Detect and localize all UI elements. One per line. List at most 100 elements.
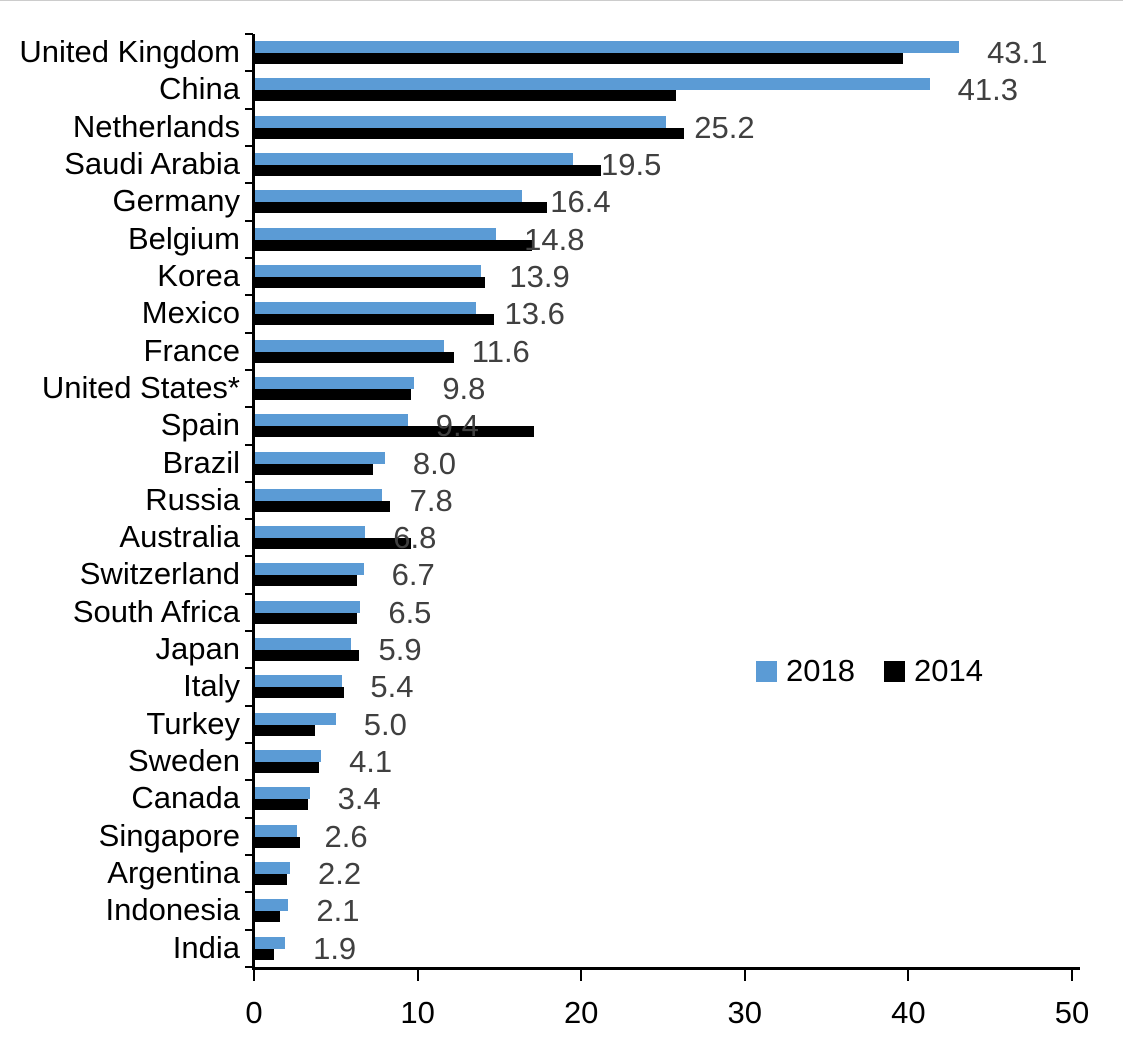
y-axis-tick: [245, 928, 253, 931]
bar-2014-canada: [254, 799, 308, 811]
bar-2014-italy: [254, 687, 344, 699]
bar-2014-switzerland: [254, 575, 358, 587]
bar-2018-italy: [254, 675, 343, 688]
data-label: 5.9: [378, 632, 422, 668]
data-label: 1.9: [313, 930, 357, 966]
bar-2018-japan: [254, 638, 351, 651]
data-label: 16.4: [550, 184, 611, 220]
bar-2014-spain: [254, 426, 534, 438]
y-axis-tick: [245, 704, 253, 707]
bar-2014-korea: [254, 276, 485, 288]
data-label: 2.1: [316, 893, 360, 929]
bar-2014-indonesia: [254, 911, 281, 923]
data-label: 2.6: [324, 818, 368, 854]
bar-2014-netherlands: [254, 127, 685, 139]
category-label: China: [159, 71, 240, 107]
category-label: Argentina: [107, 855, 240, 891]
legend-label-2014: 2014: [913, 653, 983, 688]
bar-2014-south-africa: [254, 612, 358, 624]
x-axis-tick-label: 20: [563, 995, 599, 1030]
category-label: Saudi Arabia: [64, 145, 240, 181]
bar-2014-argentina: [254, 874, 287, 886]
bar-2014-russia: [254, 500, 390, 512]
bar-2014-united-kingdom: [254, 53, 904, 64]
y-axis-tick: [245, 256, 253, 259]
category-label: Sweden: [127, 743, 240, 779]
x-axis-tick-label: 0: [245, 995, 263, 1030]
y-axis-tick: [245, 518, 253, 521]
y-axis-tick: [245, 816, 253, 819]
bar-2018-united-kingdom: [254, 41, 960, 53]
y-axis-tick: [245, 406, 253, 409]
bar-2018-russia: [254, 488, 382, 501]
x-axis-tick: [416, 967, 419, 981]
y-axis-tick: [245, 779, 253, 782]
category-label: Australia: [119, 519, 240, 555]
data-label: 5.4: [370, 669, 414, 705]
category-label: Netherlands: [72, 108, 240, 144]
y-axis-tick: [245, 742, 253, 745]
data-label: 19.5: [601, 146, 662, 182]
bar-2014-france: [254, 351, 454, 363]
data-label: 6.7: [391, 557, 435, 593]
bar-2014-brazil: [254, 463, 374, 475]
data-label: 9.4: [435, 408, 479, 444]
data-label: 5.0: [363, 706, 407, 742]
data-label: 8.0: [412, 445, 456, 481]
bar-2018-mexico: [254, 302, 477, 315]
bar-2018-netherlands: [254, 115, 667, 128]
x-axis-tick: [907, 967, 910, 981]
category-label: France: [143, 332, 240, 368]
x-axis-tick-label: 50: [1054, 995, 1090, 1030]
bar-2018-china: [254, 78, 930, 91]
y-axis-tick: [245, 555, 253, 558]
legend-label-2018: 2018: [786, 653, 855, 688]
y-axis-tick: [245, 368, 253, 371]
category-label: United States*: [41, 369, 240, 405]
legend-swatch-2018: [756, 660, 777, 682]
y-axis-tick: [245, 294, 253, 297]
bar-2018-india: [254, 936, 286, 949]
bar-2014-belgium: [254, 239, 533, 251]
y-axis-tick: [245, 592, 253, 595]
y-axis-tick: [245, 33, 253, 35]
bar-2014-india: [254, 948, 274, 960]
bar-2018-germany: [254, 190, 523, 203]
bar-2018-switzerland: [254, 563, 364, 576]
y-axis-tick: [245, 630, 253, 633]
bar-2018-brazil: [254, 451, 385, 464]
category-label: Brazil: [162, 444, 240, 480]
bar-2018-united-states-: [254, 376, 415, 389]
x-axis-tick: [253, 967, 255, 981]
y-axis-line: [252, 34, 255, 967]
y-axis-tick: [245, 70, 253, 73]
y-axis-tick: [245, 480, 253, 483]
data-label: 13.9: [509, 258, 570, 294]
bar-2014-saudi-arabia: [254, 164, 601, 176]
bar-2018-indonesia: [254, 899, 289, 912]
category-label: Belgium: [128, 220, 240, 256]
bar-2014-mexico: [254, 314, 495, 326]
bar-2014-japan: [254, 650, 359, 662]
bar-2018-turkey: [254, 712, 336, 725]
y-axis-tick: [245, 331, 253, 334]
bar-2018-south-africa: [254, 600, 361, 613]
category-label: India: [172, 929, 240, 965]
category-label: Indonesia: [105, 892, 240, 928]
bar-2014-australia: [254, 538, 412, 550]
data-label: 2.2: [317, 856, 362, 892]
y-axis-tick: [245, 891, 253, 894]
category-label: Singapore: [98, 817, 240, 853]
category-label: Turkey: [146, 705, 240, 741]
bar-2018-australia: [254, 526, 366, 539]
category-label: United Kingdom: [19, 34, 240, 69]
y-axis-tick: [245, 182, 253, 185]
y-axis-tick: [245, 854, 253, 857]
data-label: 4.1: [349, 744, 393, 780]
x-axis-tick-label: 40: [891, 995, 926, 1030]
bar-2014-china: [254, 90, 677, 102]
data-label: 6.8: [393, 520, 437, 556]
chart-legend: 2018 2014: [756, 651, 983, 691]
bar-2014-united-states-: [254, 388, 412, 400]
